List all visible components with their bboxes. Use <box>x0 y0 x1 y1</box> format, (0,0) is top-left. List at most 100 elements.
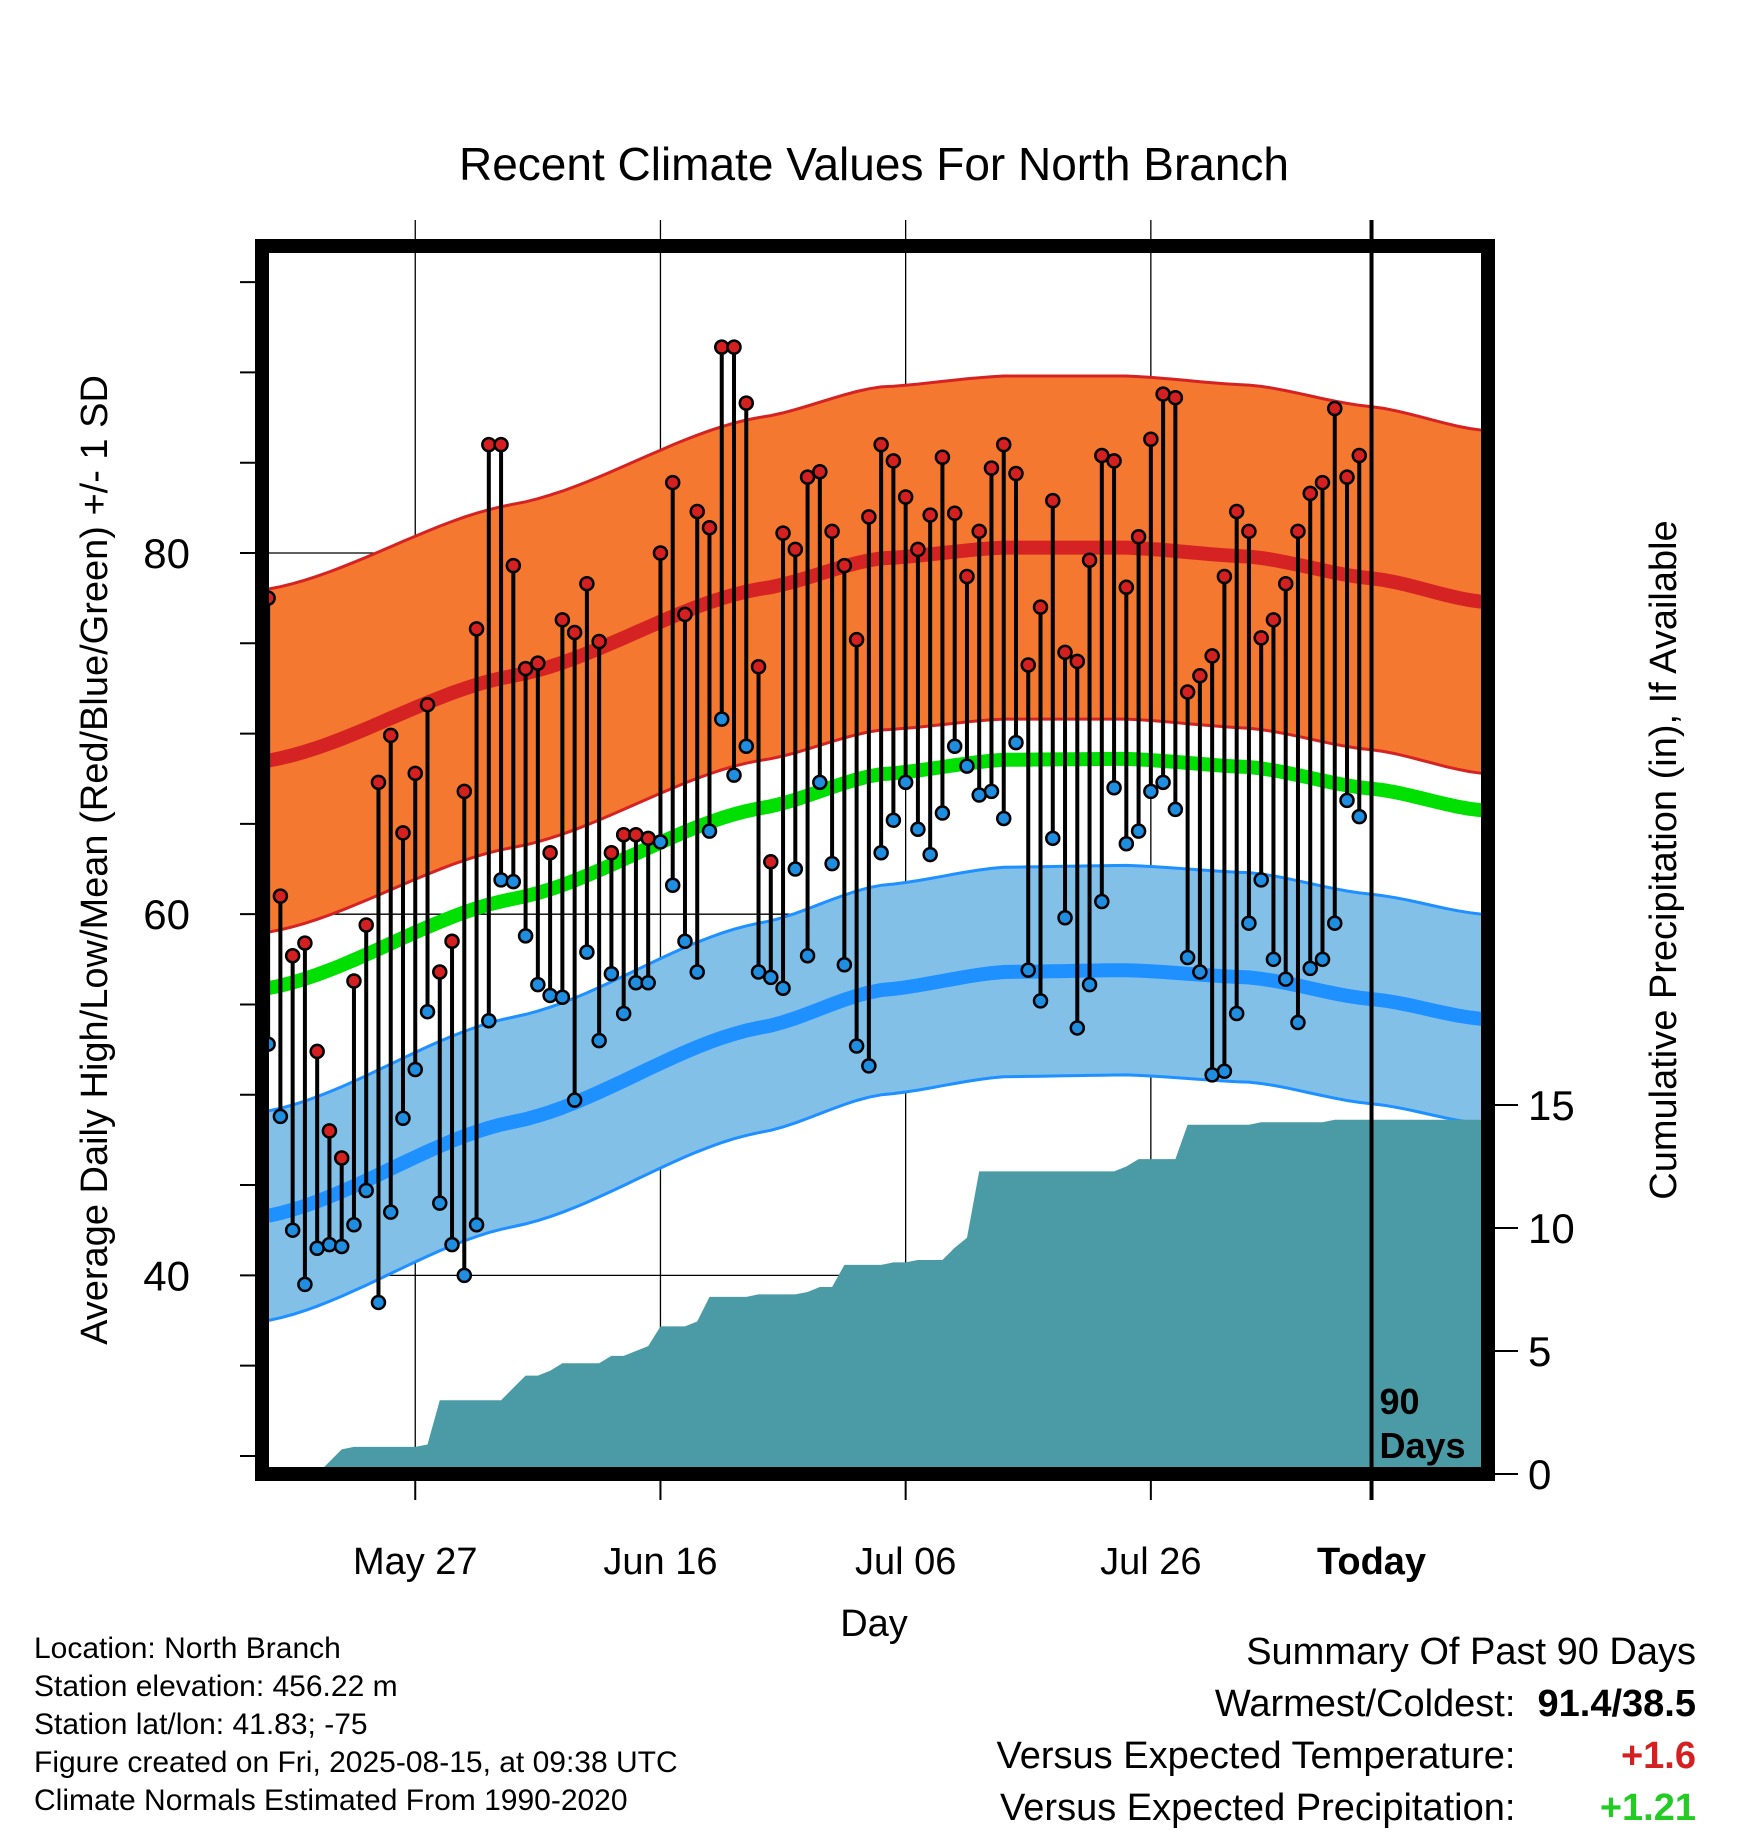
elevation-text: Station elevation: 456.22 m <box>34 1670 398 1703</box>
low-point <box>1339 792 1355 809</box>
low-point <box>1265 951 1282 968</box>
y2-axis-label: Cumulative Precipitation (in), If Availa… <box>1643 520 1685 1199</box>
low-point <box>897 774 914 791</box>
high-point <box>946 505 963 522</box>
low-point <box>615 1005 632 1022</box>
high-point <box>885 453 902 469</box>
high-point <box>1314 474 1331 491</box>
low-point <box>1155 774 1171 791</box>
high-point <box>910 541 926 558</box>
high-point <box>1277 575 1294 592</box>
low-point <box>1290 1014 1306 1031</box>
low-point <box>1327 915 1343 931</box>
low-point <box>701 823 718 839</box>
y2-tick-label: 5 <box>1528 1328 1551 1375</box>
high-point <box>272 888 289 904</box>
low-point <box>468 1217 485 1233</box>
high-point <box>652 545 669 561</box>
low-point <box>934 805 951 821</box>
high-point <box>1265 612 1282 628</box>
high-point <box>701 519 718 536</box>
x-tick-label: May 27 <box>353 1541 478 1583</box>
high-point <box>297 935 313 951</box>
high-point <box>848 631 865 648</box>
y2-tick-label: 0 <box>1528 1451 1551 1498</box>
high-point <box>333 1150 350 1166</box>
high-point <box>456 783 473 800</box>
station-info: Location: North Branch Station elevation… <box>34 1630 678 1820</box>
normals-text: Climate Normals Estimated From 1990-2020 <box>34 1784 628 1817</box>
low-sd-lower-line <box>267 1073 1483 1322</box>
low-point <box>309 1240 325 1257</box>
low-point <box>738 738 755 754</box>
precip-row: Versus Expected Precipitation: +1.21 <box>997 1782 1696 1834</box>
low-point <box>456 1267 473 1284</box>
low-point <box>971 787 987 803</box>
x-tick-label: Jun 16 <box>603 1541 717 1583</box>
normal-high-line <box>266 540 1483 768</box>
high-point <box>370 774 387 791</box>
low-point <box>505 873 522 890</box>
low-point <box>1020 962 1036 978</box>
low-point <box>395 1110 411 1126</box>
daily-stems <box>266 347 1362 1303</box>
high-point <box>677 606 693 623</box>
low-point <box>959 758 975 774</box>
low-point <box>812 774 828 791</box>
chart-title: Recent Climate Values For North Branch <box>459 138 1289 190</box>
low-point <box>603 966 620 982</box>
high-point <box>1192 668 1208 684</box>
today-days-label: 90 Days <box>1380 1381 1466 1466</box>
high-point <box>1081 552 1098 568</box>
high-point <box>321 1123 338 1139</box>
low-point <box>652 834 669 850</box>
high-point <box>1020 657 1036 673</box>
high-point <box>1155 386 1171 402</box>
low-point <box>1302 960 1318 977</box>
low-point <box>664 877 681 894</box>
high-point <box>738 395 755 411</box>
warmest-row: Warmest/Coldest: 91.4/38.5 <box>997 1678 1696 1730</box>
low-point <box>922 846 938 863</box>
low-point <box>419 1003 436 1020</box>
temp-row: Versus Expected Temperature: +1.6 <box>997 1730 1696 1782</box>
high-sd-lower-line <box>267 717 1483 934</box>
high-point <box>382 727 399 744</box>
low-sd-upper-line <box>267 863 1483 1113</box>
high-point <box>1327 400 1343 417</box>
summary-title: Summary Of Past 90 Days <box>1246 1631 1696 1673</box>
high-sd-band <box>268 376 1482 933</box>
low-point <box>579 944 595 960</box>
precip-area-group <box>268 1119 1488 1474</box>
low-point <box>321 1236 338 1253</box>
warmest-value: 91.4/38.5 <box>1537 1683 1696 1725</box>
low-point <box>554 989 571 1005</box>
x-axis-label: Day <box>840 1603 908 1645</box>
low-point <box>750 964 767 980</box>
low-point <box>787 861 804 877</box>
low-point <box>370 1294 387 1311</box>
low-point <box>946 738 963 754</box>
low-point <box>1179 949 1196 966</box>
low-point <box>591 1032 607 1049</box>
low-point <box>1094 893 1110 910</box>
y-axis-label: Average Daily High/Low/Mean (Red/Blue/Gr… <box>74 375 116 1345</box>
high-point <box>1216 568 1233 585</box>
precip-value: +1.21 <box>1599 1787 1696 1829</box>
low-point <box>1008 734 1024 751</box>
low-point <box>432 1195 448 1211</box>
low-point <box>346 1217 362 1233</box>
low-point <box>1314 951 1331 968</box>
low-point <box>763 969 779 986</box>
x-tick-label: Jul 26 <box>1100 1541 1201 1583</box>
low-point <box>493 872 509 888</box>
normal-bands <box>266 374 1483 1322</box>
low-point <box>517 928 534 944</box>
high-point <box>1045 492 1061 509</box>
low-point <box>1228 1005 1245 1022</box>
high-point <box>959 568 975 585</box>
y-tick-label: 40 <box>143 1252 190 1299</box>
high-point <box>1167 389 1184 406</box>
high-point <box>726 339 742 355</box>
